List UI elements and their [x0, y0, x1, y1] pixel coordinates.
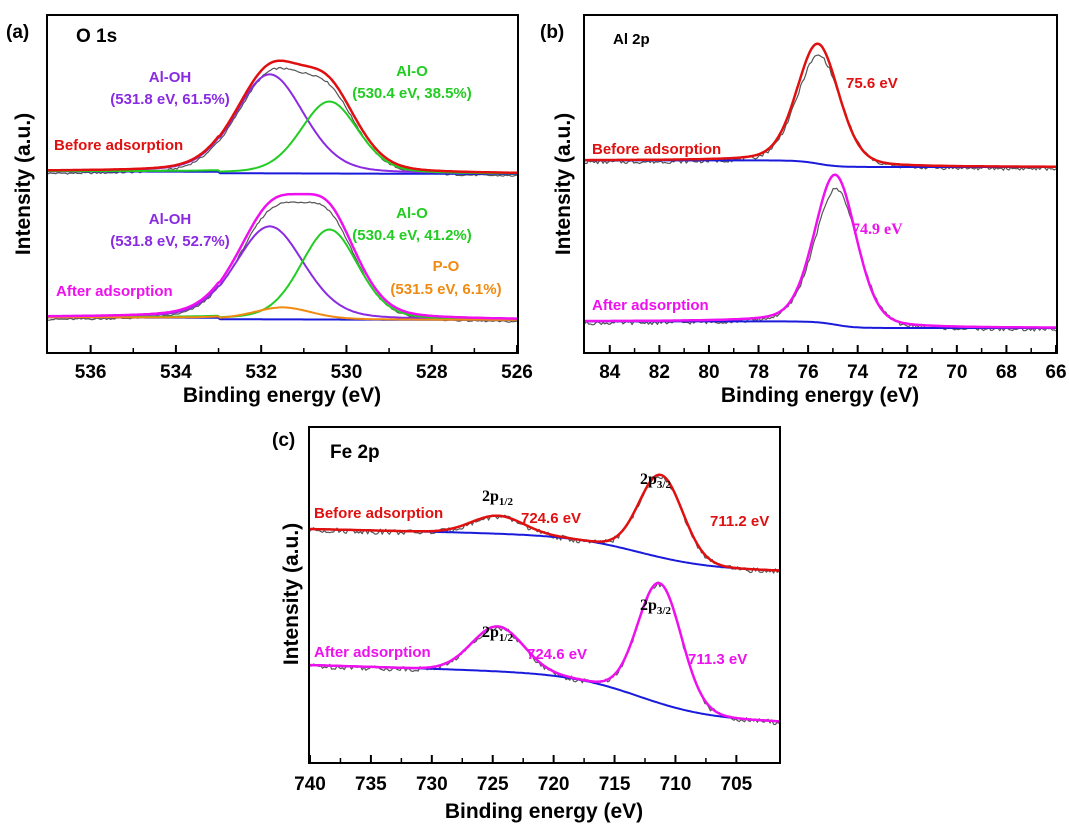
x-tick-label: 66 [1045, 362, 1066, 383]
raw-spectrum-line [47, 66, 518, 177]
a-after-p-o-detail: (531.5 eV, 6.1%) [390, 281, 501, 298]
panel-a-plot [47, 59, 518, 323]
panel-a-letter: (a) [6, 22, 29, 43]
x-tick-label: 536 [75, 362, 107, 383]
panel-b-y-axis-title: Intensity (a.u.) [552, 113, 575, 255]
component-p-o-line [48, 306, 517, 321]
x-tick-label: 528 [416, 362, 448, 383]
x-tick-label: 710 [660, 774, 692, 795]
panel-a-x-ticks: 536 534 532 530 528 526 [75, 345, 533, 383]
a-before-al-o-detail: (530.4 eV, 38.5%) [352, 85, 472, 102]
x-tick-label: 74 [847, 362, 869, 383]
a-after-al-o-detail: (530.4 eV, 41.2%) [352, 227, 472, 244]
panel-a: (a) O 1s 536 534 532 530 528 526 Binding ener… [6, 14, 533, 407]
envelope-fit-line [47, 192, 517, 320]
b-after-peak-label: 74.9 eV [852, 221, 903, 238]
x-tick-label: 84 [599, 362, 621, 383]
x-tick-label: 720 [538, 774, 570, 795]
x-tick-label: 705 [721, 774, 753, 795]
panel-a-frame [46, 14, 519, 354]
c-after-state-label: After adsorption [314, 644, 431, 661]
panel-b-x-ticks: 84 82 80 78 76 74 72 70 68 66 [599, 345, 1067, 383]
a-before-al-o-name: Al-O [396, 63, 428, 80]
panel-c-x-axis-title: Binding energy (eV) [445, 800, 643, 823]
x-tick-label: 526 [501, 362, 533, 383]
c-after-2p12-label: 2p1/2 [482, 624, 513, 644]
panel-a-y-axis-title: Intensity (a.u.) [12, 113, 35, 255]
panel-c-title: Fe 2p [330, 442, 380, 463]
panel-c: (c) Fe 2p 740 735 730 725 720 715 710 705 Bindi… [272, 426, 781, 823]
c-after-2p32-energy: 711.3 eV [688, 651, 747, 668]
b-before-state-label: Before adsorption [592, 141, 721, 158]
x-tick-label: 530 [331, 362, 363, 383]
panel-c-letter: (c) [272, 430, 295, 451]
fit-line [309, 581, 779, 723]
panel-c-x-ticks: 740 735 730 725 720 715 710 705 [294, 755, 753, 795]
x-tick-label: 740 [294, 774, 326, 795]
b-after-state-label: After adsorption [592, 297, 709, 314]
a-after-state-label: After adsorption [56, 283, 173, 300]
x-tick-label: 730 [416, 774, 448, 795]
c-before-2p12-energy: 724.6 eV [521, 510, 581, 527]
x-tick-label: 76 [798, 362, 819, 383]
x-tick-label: 80 [698, 362, 719, 383]
panel-c-plot [309, 473, 780, 726]
panel-b-title: Al 2p [613, 31, 650, 48]
envelope-fit-line [48, 59, 517, 175]
component-al-o-line [48, 100, 517, 175]
a-after-p-o-name: P-O [433, 258, 460, 275]
a-after-al-o-name: Al-O [396, 205, 428, 222]
x-tick-label: 78 [748, 362, 769, 383]
panel-b-letter: (b) [540, 22, 564, 43]
panel-a-title: O 1s [76, 26, 117, 47]
b-before-peak-label: 75.6 eV [846, 75, 898, 92]
fit-line [310, 473, 779, 572]
panel-b-plot [584, 42, 1057, 332]
x-tick-label: 70 [946, 362, 967, 383]
c-after-2p32-label: 2p3/2 [640, 597, 671, 617]
x-tick-label: 735 [355, 774, 387, 795]
a-after-al-oh-name: Al-OH [149, 211, 192, 228]
a-before-al-oh-name: Al-OH [149, 69, 192, 86]
c-before-2p32-label: 2p3/2 [640, 471, 671, 491]
panel-c-frame [308, 426, 781, 764]
x-tick-label: 532 [245, 362, 277, 383]
c-before-2p12-label: 2p1/2 [482, 488, 513, 508]
c-after-2p12-energy: 724.6 eV [527, 646, 587, 663]
x-tick-label: 725 [477, 774, 509, 795]
shirley-background-line [309, 664, 779, 723]
panel-c-y-axis-title: Intensity (a.u.) [280, 523, 303, 665]
panel-b-frame [583, 14, 1058, 354]
c-before-2p32-energy: 711.2 eV [710, 513, 769, 530]
raw-spectrum-line [584, 54, 1057, 171]
x-tick-label: 82 [649, 362, 670, 383]
x-tick-label: 715 [599, 774, 631, 795]
a-before-state-label: Before adsorption [54, 137, 183, 154]
c-before-state-label: Before adsorption [314, 505, 443, 522]
x-tick-label: 72 [897, 362, 918, 383]
x-tick-label: 534 [160, 362, 192, 383]
a-before-al-oh-detail: (531.8 eV, 61.5%) [110, 91, 230, 108]
x-tick-label: 68 [996, 362, 1017, 383]
panel-b-x-axis-title: Binding energy (eV) [721, 384, 919, 407]
panel-a-x-axis-title: Binding energy (eV) [183, 384, 381, 407]
a-after-al-oh-detail: (531.8 eV, 52.7%) [110, 233, 230, 250]
panel-b: (b) Al 2p 84 82 80 78 76 74 72 70 68 66 Binding e… [540, 14, 1067, 407]
fit-line [585, 42, 1056, 168]
shirley-background-line [310, 528, 779, 572]
fit-line [585, 173, 1056, 329]
